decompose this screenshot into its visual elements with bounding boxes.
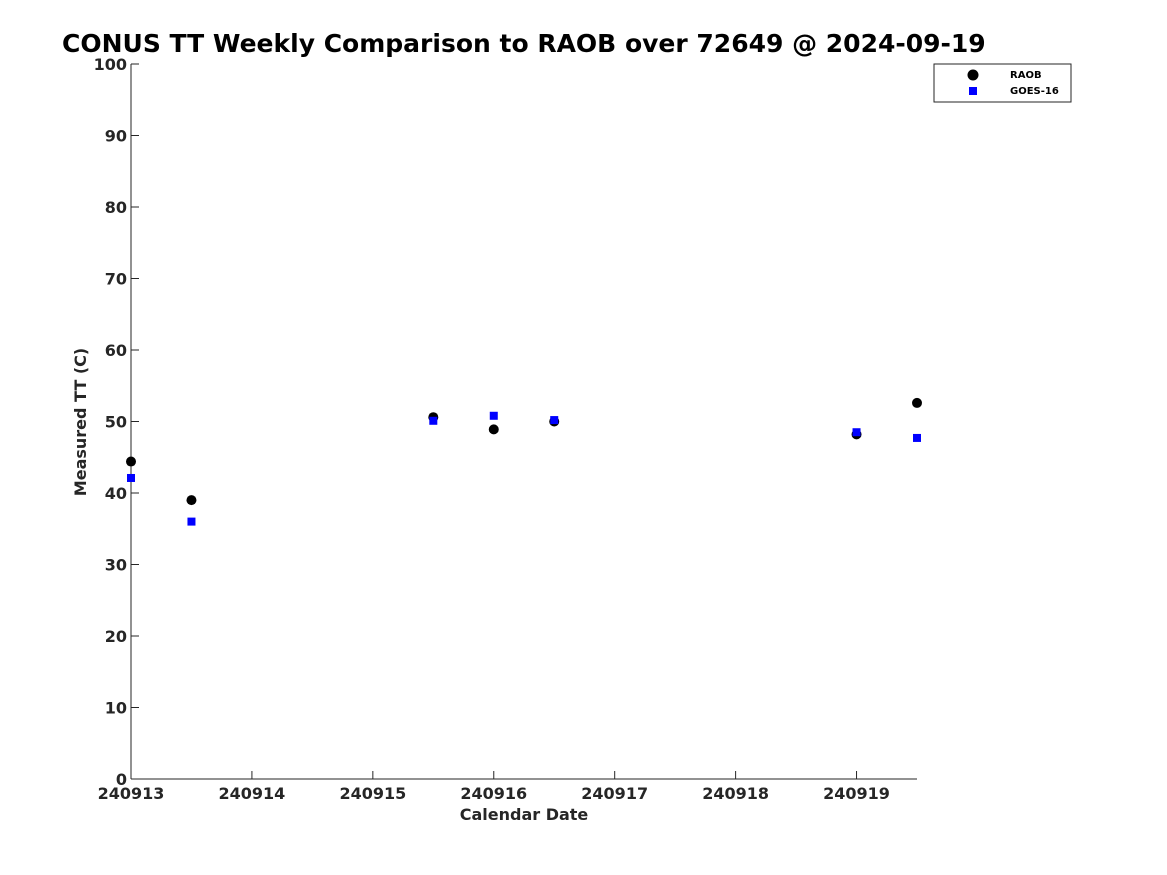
data-point-goes16 bbox=[127, 473, 135, 482]
x-axis-ticks: 240913 240914 240915 240916 240917 240918 2409… bbox=[98, 771, 890, 803]
y-tick-label: 20 bbox=[105, 627, 127, 646]
y-tick-label: 0 bbox=[116, 770, 127, 789]
legend-label-goes16: GOES-16 bbox=[1010, 86, 1059, 97]
y-axis-label: Measured TT (C) bbox=[71, 348, 90, 496]
data-point-goes16 bbox=[913, 433, 921, 442]
y-tick-label: 100 bbox=[94, 55, 127, 74]
plot-area bbox=[130, 64, 917, 780]
legend: RAOB GOES-16 bbox=[933, 63, 1072, 103]
y-tick-label: 80 bbox=[105, 198, 127, 217]
legend-box bbox=[933, 63, 1072, 103]
y-tick-label: 60 bbox=[105, 341, 127, 360]
data-point-raob bbox=[126, 456, 136, 467]
x-tick-label: 240915 bbox=[339, 784, 406, 803]
x-tick-label: 240913 bbox=[98, 784, 165, 803]
legend-marker-raob bbox=[967, 69, 979, 81]
x-tick-label: 240916 bbox=[460, 784, 527, 803]
x-tick-label: 240918 bbox=[702, 784, 769, 803]
x-tick-label: 240914 bbox=[219, 784, 286, 803]
chart-title: CONUS TT Weekly Comparison to RAOB over … bbox=[62, 29, 986, 58]
x-tick-label: 240919 bbox=[823, 784, 890, 803]
y-axis-ticks: 0 10 20 30 40 50 60 70 80 90 100 bbox=[94, 55, 139, 789]
data-point-goes16 bbox=[489, 411, 498, 420]
data-point-raob bbox=[912, 397, 922, 408]
legend-label-raob: RAOB bbox=[1010, 70, 1042, 81]
y-tick-label: 70 bbox=[105, 270, 127, 289]
y-tick-label: 10 bbox=[105, 699, 127, 718]
x-tick-label: 240917 bbox=[581, 784, 648, 803]
y-tick-label: 30 bbox=[105, 556, 127, 575]
data-point-goes16 bbox=[550, 416, 559, 425]
data-point-goes16 bbox=[187, 517, 196, 526]
y-tick-label: 90 bbox=[105, 127, 127, 146]
x-axis-label: Calendar Date bbox=[460, 805, 589, 824]
data-point-goes16 bbox=[429, 416, 438, 425]
y-tick-label: 50 bbox=[105, 413, 127, 432]
y-tick-label: 40 bbox=[105, 484, 127, 503]
data-points bbox=[126, 397, 922, 526]
legend-marker-goes16 bbox=[969, 87, 977, 95]
data-point-goes16 bbox=[852, 428, 861, 437]
data-point-raob bbox=[186, 495, 197, 506]
data-point-raob bbox=[488, 424, 499, 435]
